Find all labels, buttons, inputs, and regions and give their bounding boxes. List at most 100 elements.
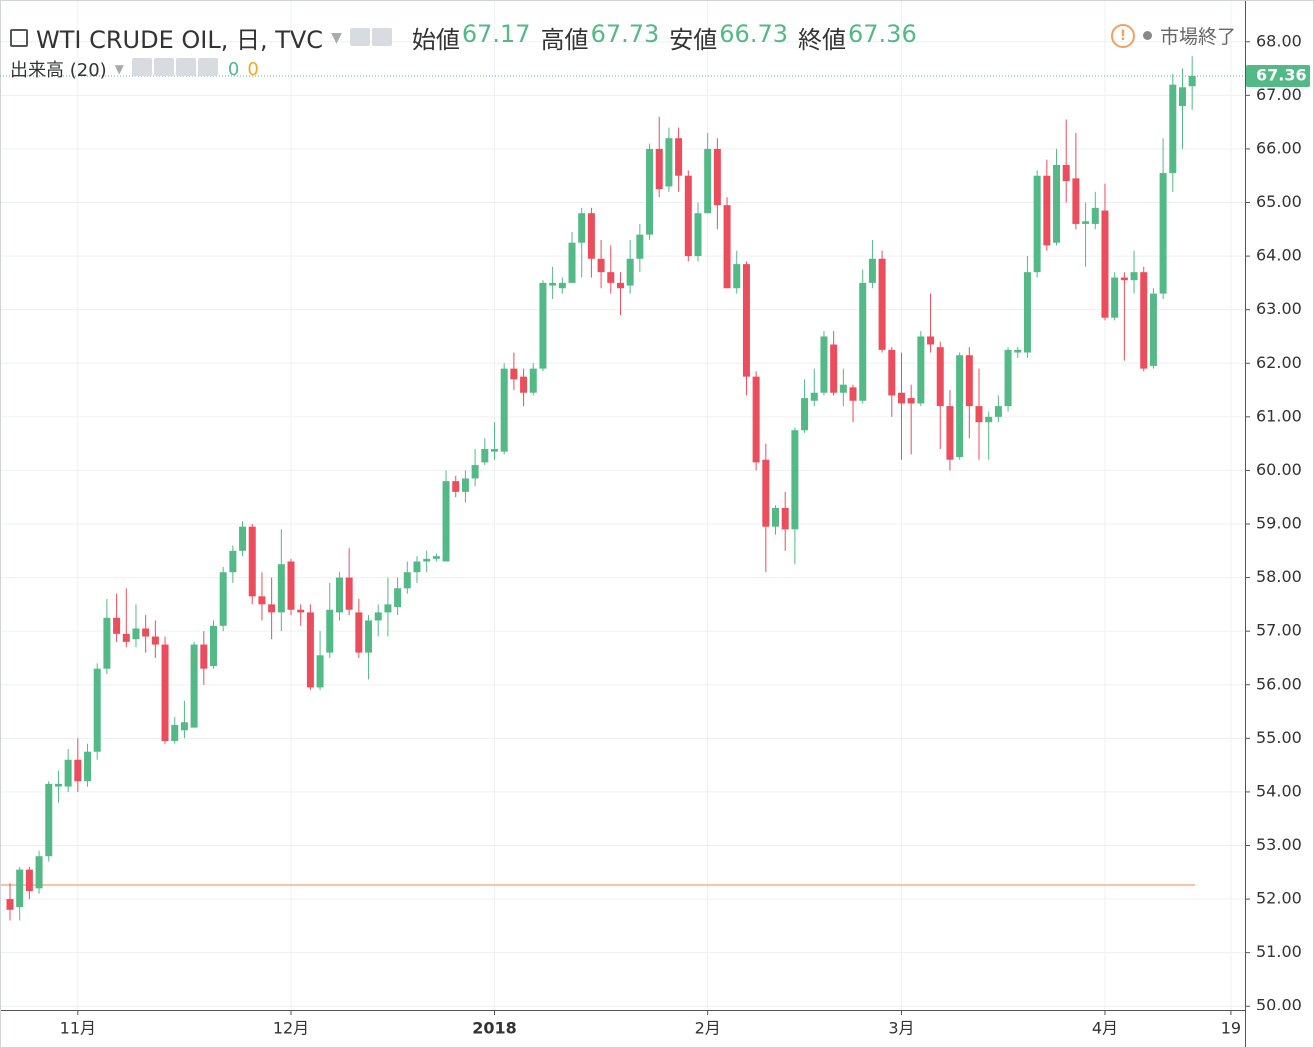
candle-body xyxy=(113,617,121,634)
legend-label: 高値 xyxy=(540,26,589,54)
symbol-title: WTI CRUDE OIL, 日, TVC xyxy=(36,26,324,54)
candle-body xyxy=(549,282,557,286)
candle-body xyxy=(1188,76,1196,87)
candle-body xyxy=(248,526,256,597)
volume-value: 0 xyxy=(227,58,240,80)
candle-body xyxy=(510,368,518,380)
candle-body xyxy=(520,376,528,393)
candle-body xyxy=(1043,175,1051,246)
last-price-box xyxy=(1246,65,1310,88)
candle-body xyxy=(607,272,615,283)
candle-body xyxy=(442,481,450,562)
candle-body xyxy=(1120,277,1128,281)
candle-body xyxy=(820,336,828,393)
candle-body xyxy=(413,561,421,573)
candle-body xyxy=(277,564,285,613)
candle-body xyxy=(626,258,634,286)
candle-body xyxy=(481,448,489,463)
warning-icon[interactable]: ! xyxy=(1110,23,1135,48)
collapse-icon[interactable] xyxy=(10,28,28,47)
legend-value: 67.36 xyxy=(848,20,917,48)
candle-body xyxy=(965,355,973,407)
legend-value: 67.73 xyxy=(590,20,660,48)
candle-body xyxy=(888,349,896,396)
candle-body xyxy=(936,347,944,407)
candle-body xyxy=(830,344,838,393)
y-tick-label: 50.00 xyxy=(1256,996,1302,1015)
candle-body xyxy=(374,612,382,621)
candle-body xyxy=(704,148,712,214)
candle-body xyxy=(975,406,983,423)
candle-body xyxy=(500,368,508,452)
candle-body xyxy=(219,572,227,626)
candle-body xyxy=(1169,84,1177,174)
candle-body xyxy=(616,282,624,289)
candle-body xyxy=(384,604,392,613)
y-tick-label: 55.00 xyxy=(1256,728,1302,747)
y-tick-label: 53.00 xyxy=(1256,835,1302,854)
legend-item: 終値 67.36 xyxy=(798,20,917,55)
legend-label: 終値 xyxy=(798,26,846,54)
candle-body xyxy=(142,628,150,637)
candle-body xyxy=(423,558,431,562)
y-tick-label: 65.00 xyxy=(1256,192,1302,211)
y-tick-label: 67.00 xyxy=(1256,85,1302,104)
candle-body xyxy=(742,264,750,377)
candle-body xyxy=(35,856,43,889)
candle-body xyxy=(432,556,440,559)
x-tick-label: 2月 xyxy=(695,1019,721,1038)
legend-label: 始値 xyxy=(411,26,460,54)
candle-body xyxy=(597,258,605,273)
volume-legend-row: 出来高 (20) ▼ 0 0 xyxy=(10,56,259,82)
candle-body xyxy=(539,282,547,369)
legend-row: WTI CRUDE OIL, 日, TVC ▼ 始値 67.17 高値 67.73 安値… xyxy=(10,20,917,55)
candle-body xyxy=(461,478,469,492)
candle-body xyxy=(258,596,266,605)
x-tick-label: 19 xyxy=(1221,1019,1241,1038)
candle-body xyxy=(713,148,721,206)
candle-body xyxy=(6,899,14,910)
candles xyxy=(6,56,1196,921)
candle-body xyxy=(1023,272,1031,353)
candle-body xyxy=(801,398,809,431)
candle-body xyxy=(491,448,498,452)
candle-body xyxy=(132,628,140,640)
candle-body xyxy=(316,655,324,688)
y-tick-label: 58.00 xyxy=(1256,567,1302,586)
dropdown-icon[interactable]: ▼ xyxy=(331,29,342,46)
icons xyxy=(131,57,220,81)
icons xyxy=(349,24,394,52)
legend-value: 66.73 xyxy=(719,20,788,48)
candle-body xyxy=(190,644,198,728)
candle-body xyxy=(723,205,731,289)
candle-body xyxy=(1130,272,1138,281)
y-tick-label: 62.00 xyxy=(1256,353,1302,372)
candle-body xyxy=(859,282,867,401)
candle-body xyxy=(45,783,53,857)
candle-body xyxy=(810,392,818,401)
ohlc-legend: 始値 67.17 高値 67.73 安値 66.73 終値 67.36 xyxy=(402,20,917,55)
candle-body xyxy=(636,234,644,259)
last-price: 67.36 xyxy=(0,65,1310,88)
candle-body xyxy=(84,751,92,782)
candle-body xyxy=(151,636,159,645)
y-axis: 50.00 51.00 52.00 53.00 54.00 55.00 56.00 57.00… xyxy=(1246,31,1302,1015)
candle-body xyxy=(1091,207,1099,224)
candle-body xyxy=(694,213,702,257)
candle-body xyxy=(655,148,663,190)
candle-body xyxy=(985,416,993,423)
candle-body xyxy=(646,148,654,235)
candle-body xyxy=(355,612,363,653)
x-tick-label: 4月 xyxy=(1092,1019,1118,1038)
dropdown-icon[interactable]: ▼ xyxy=(114,62,124,76)
candle-body xyxy=(1101,210,1109,318)
candle-body xyxy=(64,759,72,787)
x-tick-label: 12月 xyxy=(273,1019,309,1038)
candle-body xyxy=(1082,221,1090,224)
candle-body xyxy=(578,213,586,243)
candle-body xyxy=(529,368,537,393)
candle-body xyxy=(1033,175,1041,273)
candle-body xyxy=(306,612,314,688)
